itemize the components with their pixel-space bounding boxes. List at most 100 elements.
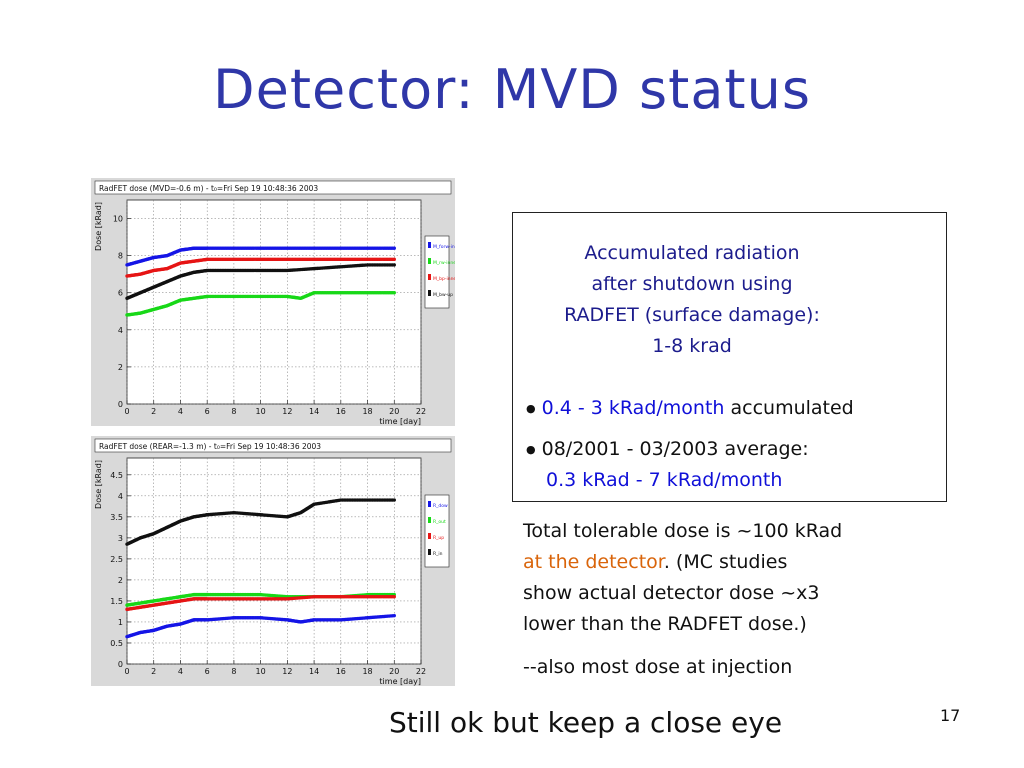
x-tick-label: 8 <box>231 407 236 416</box>
legend-swatch <box>428 274 431 280</box>
summary-box: Accumulated radiation after shutdown usi… <box>512 212 947 502</box>
y-tick-label: 2.5 <box>110 555 123 564</box>
tolerable-dose-text: Total tolerable dose is ~100 kRad at the… <box>523 516 842 640</box>
data-point <box>392 595 396 599</box>
chart-title: RadFET dose (REAR=-1.3 m) - t₀=Fri Sep 1… <box>99 442 321 451</box>
injection-note: --also most dose at injection <box>523 656 793 678</box>
plot-area <box>126 457 422 665</box>
y-tick-label: 3.5 <box>110 513 123 522</box>
data-point <box>392 291 396 295</box>
legend-label: M_rw-inner <box>433 260 455 266</box>
y-tick-label: 2 <box>118 576 123 585</box>
x-tick-label: 0 <box>124 667 129 676</box>
x-tick-label: 22 <box>416 407 426 416</box>
y-tick-label: 1.5 <box>110 597 123 606</box>
text-line: lower than the RADFET dose.) <box>523 613 807 635</box>
y-tick-label: 4 <box>118 492 123 501</box>
legend-swatch <box>428 501 431 507</box>
data-point <box>392 257 396 262</box>
legend-label: R_dow <box>433 503 448 509</box>
legend-swatch <box>428 258 431 264</box>
box-heading: Accumulated radiation after shutdown usi… <box>513 238 871 362</box>
x-tick-label: 16 <box>336 407 346 416</box>
data-point <box>392 498 396 502</box>
x-tick-label: 12 <box>282 407 292 416</box>
bullet-average-period: 08/2001 - 03/2003 average: <box>541 438 809 460</box>
x-axis-label: time [day] <box>379 417 421 426</box>
data-point <box>392 263 396 267</box>
y-tick-label: 8 <box>118 252 123 261</box>
chart-svg: RadFET dose (REAR=-1.3 m) - t₀=Fri Sep 1… <box>91 436 455 686</box>
y-tick-label: 4 <box>118 326 123 335</box>
at-detector-highlight: at the detector <box>523 551 664 573</box>
legend-swatch <box>428 517 431 523</box>
y-tick-label: 0 <box>118 400 123 409</box>
legend-swatch <box>428 549 431 555</box>
bottom-dose-chart: RadFET dose (REAR=-1.3 m) - t₀=Fri Sep 1… <box>91 436 455 686</box>
chart-title-box <box>94 438 452 453</box>
x-tick-label: 8 <box>231 667 236 676</box>
y-tick-label: 4.5 <box>110 471 123 480</box>
plot-area <box>126 199 422 405</box>
x-tick-label: 10 <box>256 407 266 416</box>
bullet-dot-icon: ● <box>526 443 536 456</box>
y-tick-label: 1 <box>118 618 123 627</box>
text-line-rest: . (MC studies <box>663 551 788 573</box>
bullet-rate-rest: accumulated <box>724 397 854 419</box>
chart-title-box <box>94 180 452 195</box>
y-tick-label: 2 <box>118 363 123 372</box>
data-point <box>392 246 396 250</box>
x-axis-label: time [day] <box>379 677 421 686</box>
box-heading-line: RADFET (surface damage): <box>564 304 820 326</box>
legend-label: M_bp-inner <box>433 276 455 282</box>
bullet-dot-icon: ● <box>526 402 536 415</box>
page-number: 17 <box>940 706 961 725</box>
bullet-rate: 0.4 - 3 kRad/month <box>541 397 725 419</box>
data-point <box>392 613 396 618</box>
slide-footer: Still ok but keep a close eye <box>389 706 783 739</box>
box-heading-line: Accumulated radiation <box>584 242 800 264</box>
slide-title: Detector: MVD status <box>213 58 811 121</box>
legend-label: R_in <box>433 551 443 557</box>
y-tick-label: 10 <box>113 215 123 224</box>
box-heading-line: 1-8 krad <box>652 335 732 357</box>
chart-title: RadFET dose (MVD=-0.6 m) - t₀=Fri Sep 19… <box>99 184 318 193</box>
legend-label: R_up <box>433 535 444 541</box>
x-tick-label: 14 <box>309 667 319 676</box>
x-tick-label: 22 <box>416 667 426 676</box>
text-line: Total tolerable dose is ~100 kRad <box>523 520 843 542</box>
top-dose-chart: RadFET dose (MVD=-0.6 m) - t₀=Fri Sep 19… <box>91 178 455 426</box>
x-tick-label: 6 <box>205 667 210 676</box>
legend-swatch <box>428 242 431 248</box>
x-tick-label: 20 <box>389 667 399 676</box>
y-tick-label: 0 <box>118 660 123 669</box>
x-tick-label: 4 <box>178 407 183 416</box>
x-tick-label: 10 <box>256 667 266 676</box>
x-tick-label: 2 <box>151 667 156 676</box>
chart-svg: RadFET dose (MVD=-0.6 m) - t₀=Fri Sep 19… <box>91 178 455 426</box>
legend-label: M_bw-up <box>433 292 453 298</box>
legend-label: R_out <box>433 519 446 525</box>
x-tick-label: 16 <box>336 667 346 676</box>
bullet-average-rate: 0.3 kRad - 7 kRad/month <box>546 469 783 491</box>
x-tick-label: 6 <box>205 407 210 416</box>
y-tick-label: 6 <box>118 289 123 298</box>
legend-swatch <box>428 533 431 539</box>
x-tick-label: 0 <box>124 407 129 416</box>
bullet-accumulated: ● 0.4 - 3 kRad/month accumulated <box>526 393 854 424</box>
y-axis-label: Dose [kRad] <box>94 460 103 509</box>
x-tick-label: 18 <box>362 407 372 416</box>
x-tick-label: 12 <box>282 667 292 676</box>
x-tick-label: 4 <box>178 667 183 676</box>
legend-label: M_forw-in <box>433 244 455 250</box>
y-axis-label: Dose [kRad] <box>94 202 103 251</box>
y-tick-label: 0.5 <box>110 639 123 648</box>
box-heading-line: after shutdown using <box>591 273 793 295</box>
text-line: show actual detector dose ~x3 <box>523 582 820 604</box>
x-tick-label: 18 <box>362 667 372 676</box>
x-tick-label: 20 <box>389 407 399 416</box>
text-line: at the detector. (MC studies <box>523 547 842 578</box>
y-tick-label: 3 <box>118 534 123 543</box>
x-tick-label: 14 <box>309 407 319 416</box>
bullet-average: ● 08/2001 - 03/2003 average: 0.3 kRad - 7… <box>526 434 809 496</box>
